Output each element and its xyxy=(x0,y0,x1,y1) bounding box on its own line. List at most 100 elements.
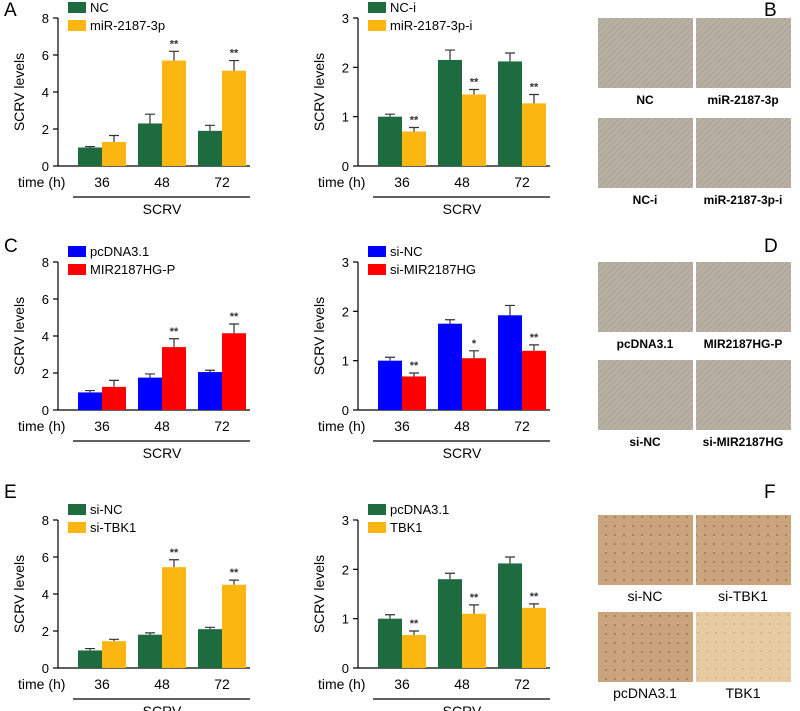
x-tick-label: 72 xyxy=(214,676,230,692)
bar xyxy=(402,376,426,410)
error-bar xyxy=(529,603,539,608)
y-tick-label: 4 xyxy=(42,587,49,602)
x-tick-label: 48 xyxy=(154,174,170,190)
y-tick-label: 3 xyxy=(342,513,349,528)
y-tick-label: 2 xyxy=(42,366,49,381)
legend-label: NC-i xyxy=(390,0,416,15)
image-label: MIR2187HG-P xyxy=(704,337,783,351)
error-bar xyxy=(85,389,95,393)
error-bar xyxy=(409,372,419,377)
error-bar xyxy=(229,579,239,585)
micrograph xyxy=(696,18,791,88)
y-tick-label: 3 xyxy=(342,11,349,26)
error-bar xyxy=(505,304,515,316)
panel-letter: C xyxy=(4,236,18,257)
y-tick-label: 2 xyxy=(342,562,349,577)
micrograph xyxy=(598,360,693,430)
error-bar xyxy=(109,638,119,642)
bar xyxy=(138,634,162,668)
micrograph xyxy=(696,360,791,430)
panel-letter: A xyxy=(4,0,17,21)
error-bar xyxy=(169,559,179,568)
image-label: pcDNA3.1 xyxy=(617,337,674,351)
bar xyxy=(102,641,126,668)
y-tick-label: 2 xyxy=(342,60,349,75)
error-bar xyxy=(109,379,119,387)
bar xyxy=(78,650,102,668)
image-label: TBK1 xyxy=(725,685,760,701)
error-bar xyxy=(145,373,155,378)
x-tick-label: 72 xyxy=(214,174,230,190)
legend-swatch xyxy=(68,264,86,275)
x-tick-label: 36 xyxy=(94,418,110,434)
error-bar xyxy=(445,572,455,580)
error-bar xyxy=(229,59,239,71)
x-tick-label: 72 xyxy=(514,174,530,190)
y-axis-label: SCRV levels xyxy=(311,297,327,375)
significance: ** xyxy=(470,592,479,604)
legend-swatch xyxy=(68,504,86,515)
error-bar xyxy=(505,52,515,62)
legend-swatch xyxy=(368,20,386,31)
error-bar xyxy=(85,647,95,651)
y-tick-label: 8 xyxy=(42,255,49,270)
y-axis-label: SCRV levels xyxy=(11,297,27,375)
y-tick-label: 0 xyxy=(42,661,49,676)
y-axis-label: SCRV levels xyxy=(311,53,327,131)
micrograph xyxy=(598,18,693,88)
y-tick-label: 6 xyxy=(42,48,49,63)
significance: ** xyxy=(530,591,539,603)
bar xyxy=(162,60,186,166)
bar xyxy=(198,629,222,668)
y-tick-label: 1 xyxy=(342,354,349,369)
error-bar xyxy=(169,338,179,348)
error-bar xyxy=(385,614,395,619)
error-bar xyxy=(445,319,455,324)
bar xyxy=(378,116,402,166)
significance: ** xyxy=(410,618,419,630)
significance: * xyxy=(472,338,477,350)
bar xyxy=(438,59,462,166)
y-tick-label: 0 xyxy=(342,661,349,676)
bar xyxy=(138,377,162,410)
legend-label: TBK1 xyxy=(390,520,423,535)
panel-letter: F xyxy=(764,482,776,503)
y-axis-label: SCRV levels xyxy=(11,555,27,633)
x-tick-label: 48 xyxy=(454,418,470,434)
bar xyxy=(162,567,186,668)
y-tick-label: 0 xyxy=(42,159,49,174)
error-bar xyxy=(145,632,155,635)
legend-swatch xyxy=(68,522,86,533)
legend-label: pcDNA3.1 xyxy=(90,244,149,259)
y-axis-label: SCRV levels xyxy=(311,555,327,633)
micrograph xyxy=(696,612,791,682)
error-bar xyxy=(169,50,179,61)
y-tick-label: 6 xyxy=(42,292,49,307)
x-tick-label: 36 xyxy=(394,676,410,692)
micrograph xyxy=(598,262,693,332)
y-tick-label: 4 xyxy=(42,329,49,344)
x-tick-label: 72 xyxy=(514,418,530,434)
error-bar xyxy=(445,49,455,60)
legend-swatch xyxy=(368,504,386,515)
y-tick-label: 0 xyxy=(342,403,349,418)
significance: ** xyxy=(230,567,239,579)
legend-swatch xyxy=(68,2,86,13)
x-axis-title: time (h) xyxy=(318,418,365,434)
legend-swatch xyxy=(368,522,386,533)
x-axis-title: time (h) xyxy=(318,676,365,692)
bar xyxy=(102,386,126,410)
bar xyxy=(462,94,486,166)
y-tick-label: 8 xyxy=(42,513,49,528)
x-tick-label: 48 xyxy=(454,676,470,692)
y-tick-label: 1 xyxy=(342,612,349,627)
bar xyxy=(522,607,546,668)
y-axis-label: SCRV levels xyxy=(11,53,27,131)
error-bar xyxy=(529,93,539,104)
x-tick-label: 36 xyxy=(394,418,410,434)
image-label: si-MIR2187HG xyxy=(703,435,784,449)
bar xyxy=(522,350,546,410)
bar xyxy=(78,147,102,166)
significance: ** xyxy=(410,360,419,372)
